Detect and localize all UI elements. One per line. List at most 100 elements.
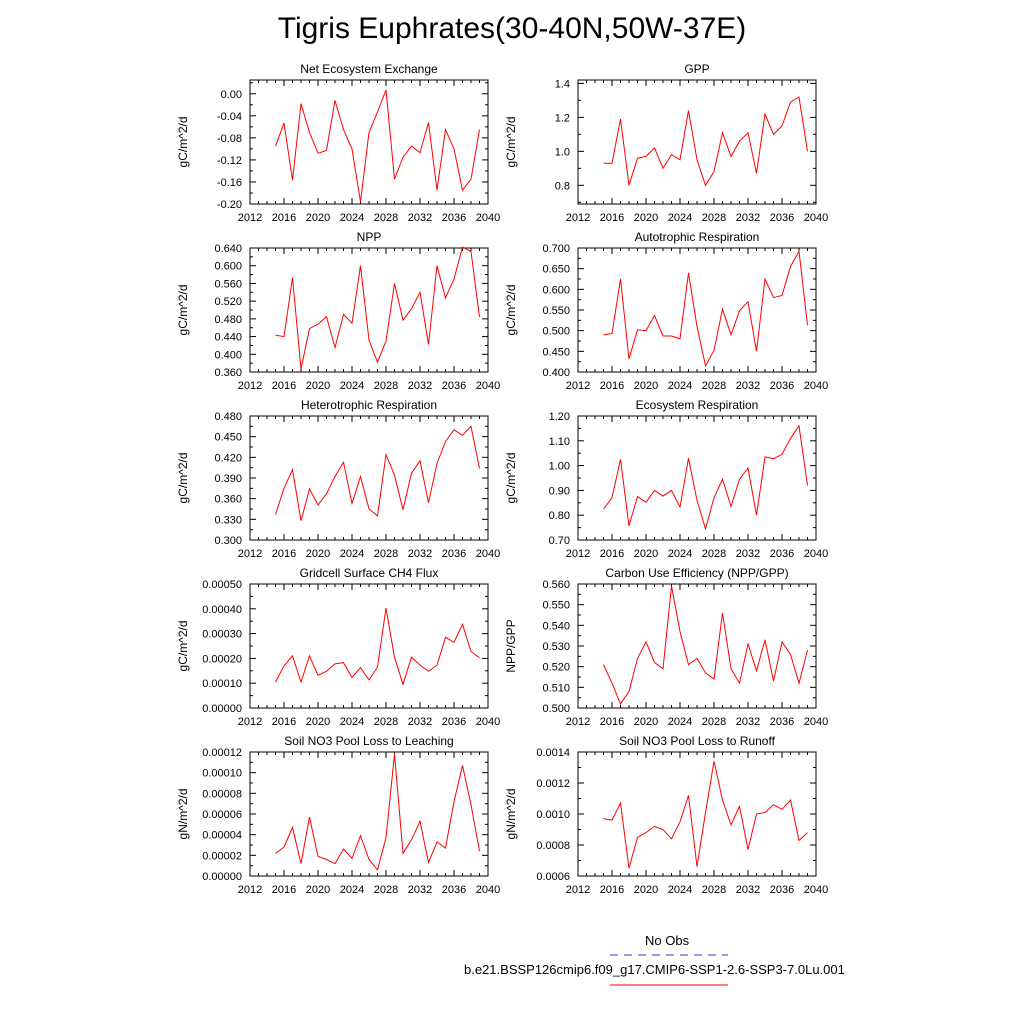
- x-tick-label: 2020: [306, 212, 330, 224]
- x-tick-label: 2040: [476, 716, 500, 728]
- x-tick-label: 2040: [804, 884, 828, 896]
- y-tick-label: 0.300: [214, 535, 242, 547]
- y-tick-label: 0.480: [214, 411, 242, 423]
- panel-title: Ecosystem Respiration: [636, 398, 759, 412]
- x-tick-label: 2036: [770, 884, 794, 896]
- y-axis-label: gC/m^2/d: [504, 453, 518, 504]
- y-tick-label: 0.700: [542, 243, 570, 255]
- chart-panel-8: 2012 2016 2020 2024 2028 2032 2036 2040 0.500 0.5…: [504, 566, 828, 728]
- y-tick-label: 1.4: [555, 78, 570, 90]
- y-tick-label: 0.550: [542, 600, 570, 612]
- x-tick-label: 2028: [374, 380, 398, 392]
- y-tick-label: 0.00010: [202, 768, 242, 780]
- x-tick-label: 2016: [272, 884, 296, 896]
- x-tick-label: 2028: [702, 884, 726, 896]
- x-tick-label: 2036: [770, 212, 794, 224]
- x-tick-label: 2016: [600, 548, 624, 560]
- x-tick-label: 2032: [736, 212, 760, 224]
- y-tick-label: 0.0014: [536, 747, 570, 759]
- y-axis-label: gN/m^2/d: [176, 789, 190, 840]
- x-tick-label: 2020: [634, 212, 658, 224]
- x-tick-label: 2032: [736, 380, 760, 392]
- series-line: [603, 424, 808, 531]
- x-tick-label: 2024: [340, 212, 364, 224]
- panel-title: NPP: [357, 230, 382, 244]
- series-line: [603, 586, 808, 705]
- y-axis-label: gC/m^2/d: [176, 117, 190, 168]
- y-tick-label: 0.00006: [202, 809, 242, 821]
- y-tick-label: -0.08: [217, 133, 242, 145]
- x-tick-label: 2036: [442, 380, 466, 392]
- x-tick-label: 2032: [736, 716, 760, 728]
- x-tick-label: 2016: [272, 380, 296, 392]
- y-tick-label: 0.650: [542, 264, 570, 276]
- y-axis-label: gC/m^2/d: [504, 117, 518, 168]
- y-tick-label: 0.90: [549, 485, 570, 497]
- y-tick-label: 0.00020: [202, 653, 242, 665]
- plot-frame: [577, 79, 817, 205]
- y-tick-label: 0.00030: [202, 629, 242, 641]
- x-tick-label: 2012: [238, 212, 262, 224]
- plot-frame: [249, 79, 489, 205]
- x-tick-label: 2032: [408, 716, 432, 728]
- y-tick-label: 0.0008: [536, 840, 570, 852]
- x-tick-label: 2032: [736, 548, 760, 560]
- y-tick-label: 0.520: [542, 662, 570, 674]
- chart-panel-6: 2012 2016 2020 2024 2028 2032 2036 2040 0.70 0.80…: [504, 398, 828, 560]
- x-tick-label: 2032: [408, 212, 432, 224]
- x-tick-label: 2020: [306, 716, 330, 728]
- chart-panel-1: 2012 2016 2020 2024 2028 2032 2036 2040 -0.20 -0.…: [176, 62, 500, 224]
- y-tick-label: 0.00002: [202, 850, 242, 862]
- y-tick-label: 0.520: [214, 296, 242, 308]
- x-tick-label: 2040: [476, 884, 500, 896]
- y-axis-label: gN/m^2/d: [504, 789, 518, 840]
- x-tick-label: 2012: [566, 884, 590, 896]
- x-tick-label: 2028: [374, 884, 398, 896]
- chart-panel-7: 2012 2016 2020 2024 2028 2032 2036 2040 0.00000 0…: [176, 566, 500, 728]
- x-tick-label: 2032: [408, 548, 432, 560]
- plot-frame: [249, 751, 489, 877]
- panel-title: Autotrophic Respiration: [635, 230, 760, 244]
- series-line: [603, 96, 808, 187]
- plot-frame: [249, 247, 489, 373]
- y-tick-label: 0.00012: [202, 747, 242, 759]
- y-tick-label: 0.400: [542, 367, 570, 379]
- x-tick-label: 2024: [340, 548, 364, 560]
- y-tick-label: -0.20: [217, 199, 242, 211]
- panel-title: Heterotrophic Respiration: [301, 398, 437, 412]
- y-axis-label: gC/m^2/d: [176, 453, 190, 504]
- series-line: [603, 761, 808, 869]
- plot-frame: [577, 751, 817, 877]
- x-tick-label: 2036: [770, 548, 794, 560]
- x-tick-label: 2032: [408, 884, 432, 896]
- x-tick-label: 2024: [340, 884, 364, 896]
- x-tick-label: 2024: [668, 884, 692, 896]
- y-axis-label: gC/m^2/d: [176, 285, 190, 336]
- y-tick-label: 0.330: [214, 514, 242, 526]
- x-tick-label: 2024: [668, 548, 692, 560]
- y-tick-label: 0.600: [542, 284, 570, 296]
- x-tick-label: 2012: [238, 548, 262, 560]
- series-line: [603, 249, 808, 368]
- panel-title: Soil NO3 Pool Loss to Runoff: [619, 734, 776, 748]
- y-tick-label: 1.00: [549, 461, 570, 473]
- x-tick-label: 2012: [566, 212, 590, 224]
- x-tick-label: 2024: [668, 212, 692, 224]
- y-tick-label: 0.560: [214, 278, 242, 290]
- x-tick-label: 2024: [668, 380, 692, 392]
- y-tick-label: 1.0: [555, 146, 570, 158]
- x-tick-label: 2040: [476, 548, 500, 560]
- y-tick-label: 0.450: [214, 432, 242, 444]
- x-tick-label: 2028: [374, 212, 398, 224]
- y-tick-label: 0.80: [549, 510, 570, 522]
- legend-label-model: b.e21.BSSP126cmip6.f09_g17.CMIP6-SSP1-2.…: [464, 962, 845, 977]
- x-tick-label: 2016: [272, 212, 296, 224]
- y-tick-label: 1.20: [549, 411, 570, 423]
- plot-frame: [577, 415, 817, 541]
- x-tick-label: 2040: [804, 380, 828, 392]
- y-tick-label: -0.04: [217, 111, 242, 123]
- y-tick-label: 0.00008: [202, 788, 242, 800]
- y-tick-label: 1.10: [549, 436, 570, 448]
- y-tick-label: 0.560: [542, 579, 570, 591]
- x-tick-label: 2036: [442, 716, 466, 728]
